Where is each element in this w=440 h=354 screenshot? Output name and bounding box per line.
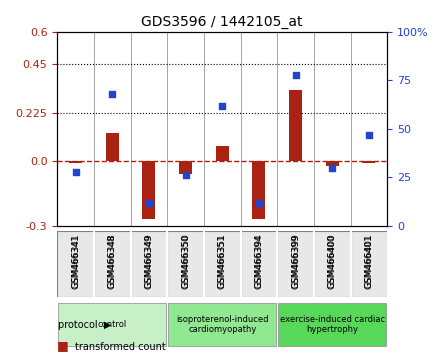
FancyBboxPatch shape (204, 231, 241, 297)
FancyBboxPatch shape (94, 231, 131, 297)
Text: GSM466341: GSM466341 (71, 233, 80, 288)
Bar (179, 161, 192, 174)
Text: GSM466348: GSM466348 (108, 233, 117, 288)
Text: ■: ■ (57, 352, 69, 354)
Point (329, 165, 336, 171)
Point (145, 200, 152, 205)
Point (109, 91, 116, 97)
Text: GSM466351: GSM466351 (218, 234, 227, 289)
FancyBboxPatch shape (351, 231, 387, 297)
Bar (143, 161, 155, 219)
Text: transformed count: transformed count (75, 342, 165, 352)
Text: GSM466400: GSM466400 (328, 233, 337, 288)
Bar (216, 146, 229, 161)
Title: GDS3596 / 1442105_at: GDS3596 / 1442105_at (141, 16, 303, 29)
Point (182, 173, 189, 178)
Point (365, 132, 372, 137)
Point (292, 72, 299, 78)
Text: GSM466394: GSM466394 (254, 233, 264, 288)
Text: GSM466350: GSM466350 (181, 234, 190, 289)
Text: isoproterenol-induced
cardiomyopathy: isoproterenol-induced cardiomyopathy (176, 315, 268, 335)
FancyBboxPatch shape (278, 303, 386, 346)
FancyBboxPatch shape (131, 231, 167, 297)
FancyBboxPatch shape (58, 303, 166, 346)
FancyBboxPatch shape (314, 231, 351, 297)
Text: GSM466350: GSM466350 (181, 233, 190, 288)
Text: exercise-induced cardiac
hypertrophy: exercise-induced cardiac hypertrophy (280, 315, 385, 335)
Text: GSM466394: GSM466394 (254, 234, 264, 289)
Text: GSM466348: GSM466348 (108, 234, 117, 289)
Text: GSM466351: GSM466351 (218, 233, 227, 288)
FancyBboxPatch shape (57, 231, 94, 297)
Text: protocol  ▶: protocol ▶ (58, 320, 111, 330)
Text: control: control (98, 320, 127, 329)
FancyBboxPatch shape (168, 303, 276, 346)
Text: GSM466401: GSM466401 (364, 233, 374, 288)
FancyBboxPatch shape (241, 231, 277, 297)
Text: GSM466401: GSM466401 (364, 234, 374, 289)
FancyBboxPatch shape (277, 231, 314, 297)
Point (72, 169, 79, 175)
Text: GSM466349: GSM466349 (144, 233, 154, 288)
Bar (326, 161, 339, 166)
Bar (69, 161, 82, 163)
FancyBboxPatch shape (167, 231, 204, 297)
Point (219, 103, 226, 108)
Text: GSM466399: GSM466399 (291, 233, 300, 288)
Text: GSM466349: GSM466349 (144, 234, 154, 289)
Bar (289, 90, 302, 161)
Bar (363, 161, 375, 163)
Text: GSM466400: GSM466400 (328, 234, 337, 289)
Text: GSM466399: GSM466399 (291, 234, 300, 289)
Text: GSM466341: GSM466341 (71, 234, 80, 289)
Bar (253, 161, 265, 219)
Point (255, 200, 262, 205)
Bar (106, 133, 119, 161)
Text: ■: ■ (57, 339, 69, 352)
